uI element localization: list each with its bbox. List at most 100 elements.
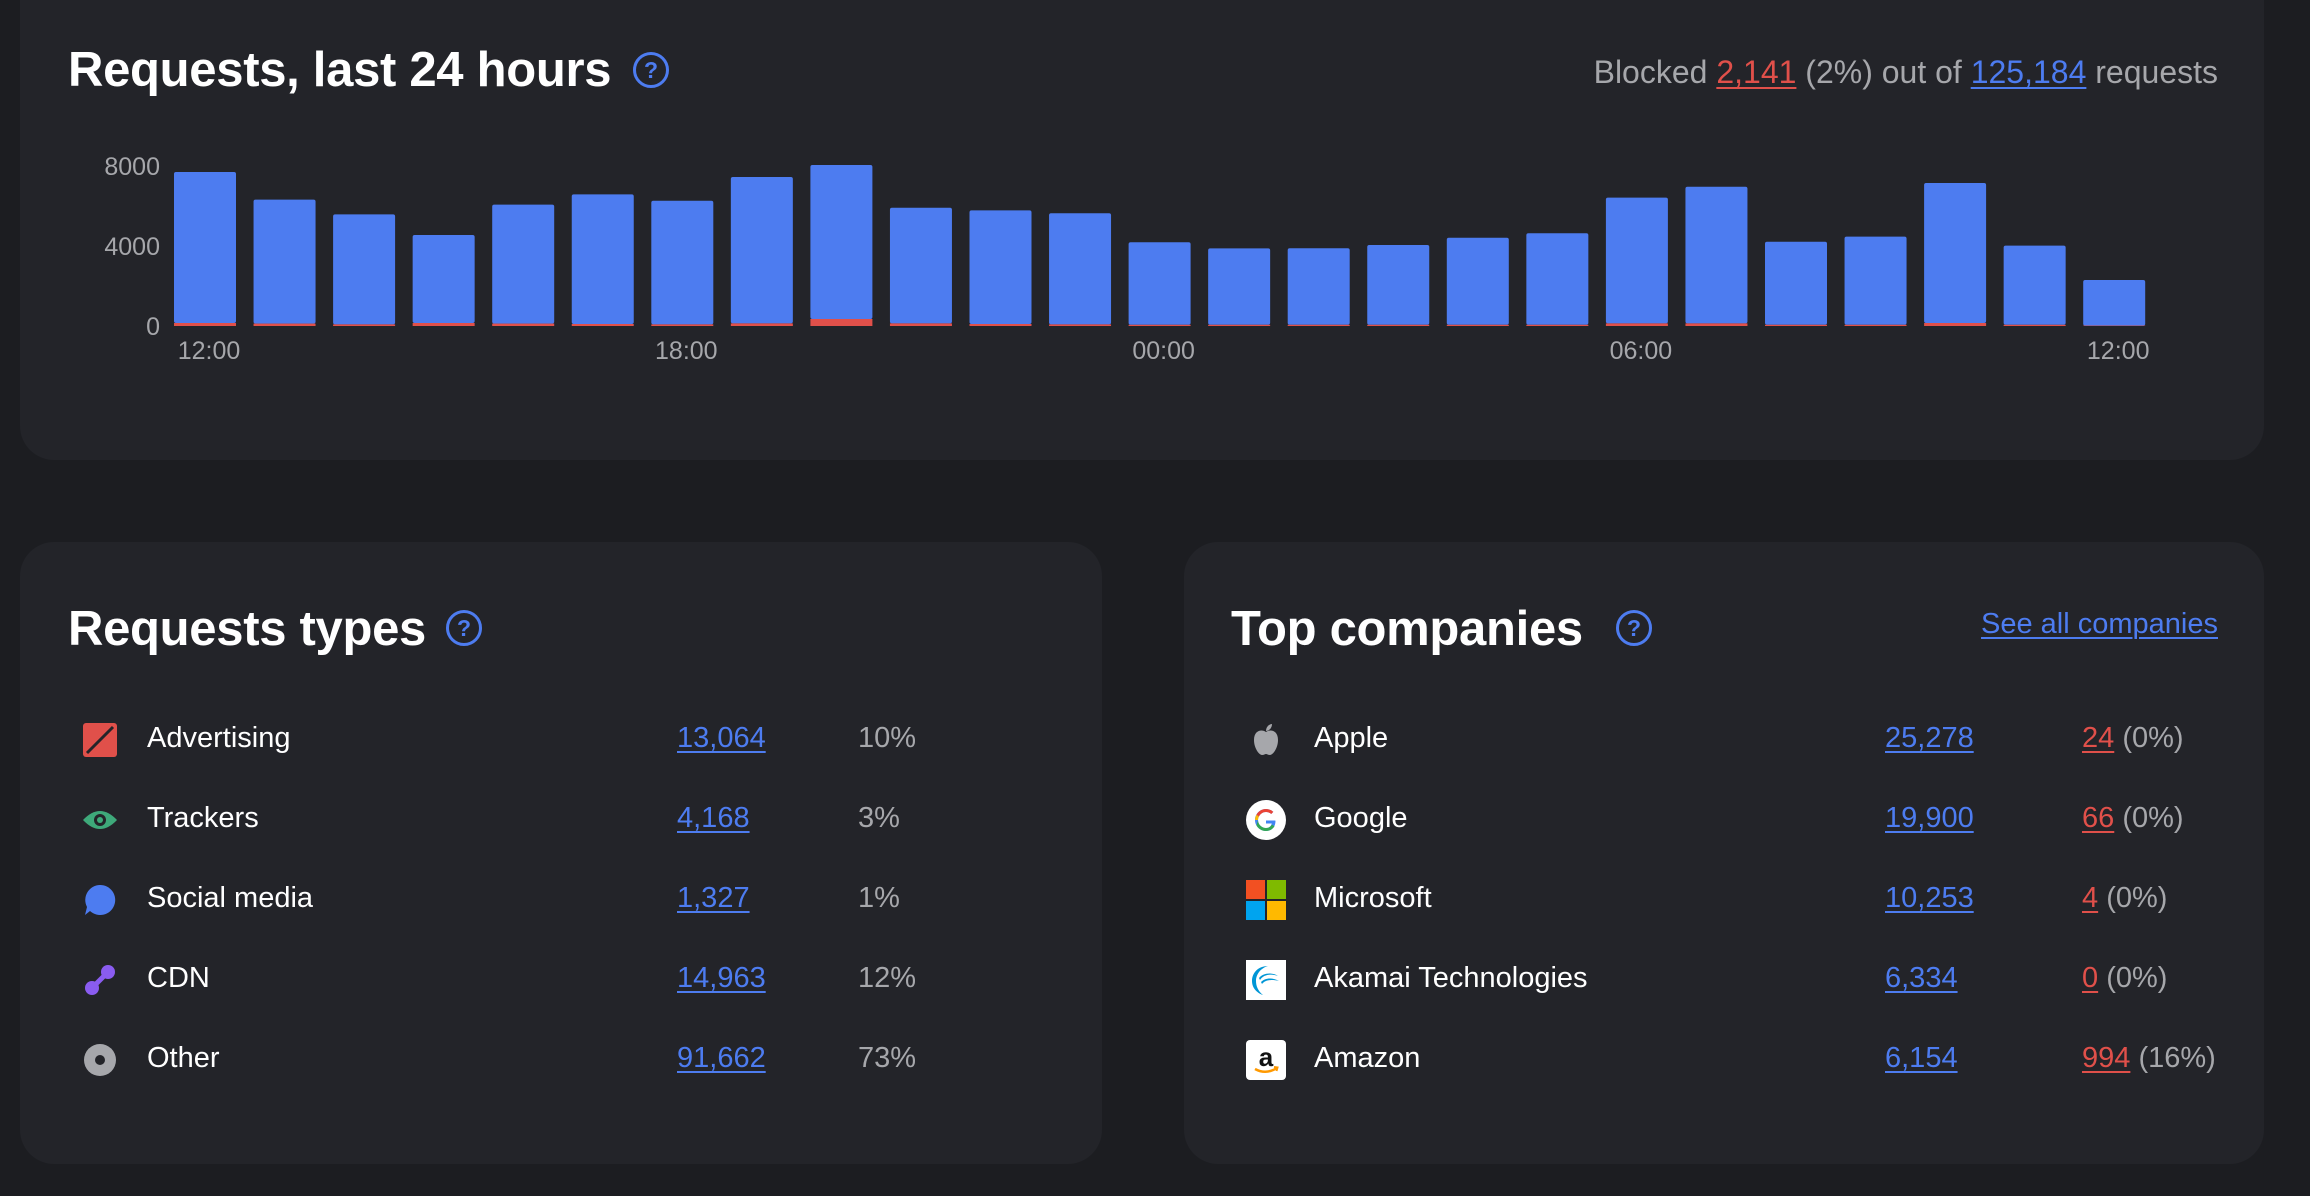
type-row-advertising[interactable]: Advertising 13,064 10% — [78, 718, 1078, 778]
blocked-bar[interactable] — [810, 319, 873, 326]
types-title: Requests types — [68, 602, 426, 656]
blocked-bar[interactable] — [174, 323, 236, 326]
blocked-bar[interactable] — [1208, 324, 1271, 326]
blocked-bar[interactable] — [1367, 324, 1430, 326]
blocked-bar[interactable] — [1765, 324, 1827, 326]
company-blocked-link[interactable]: 0 — [2082, 962, 2099, 994]
y-axis: 0 4000 8000 — [104, 153, 160, 341]
blocked-bar[interactable] — [2003, 324, 2066, 326]
requests-chart-card: Requests, last 24 hours ? Blocked 2,141 … — [20, 0, 2264, 460]
company-count-link[interactable]: 6,154 — [1885, 1042, 1958, 1074]
company-blocked-percent: (0%) — [2106, 882, 2168, 914]
blocked-bar[interactable] — [1446, 324, 1509, 326]
requests-bar[interactable] — [571, 194, 634, 324]
company-row-amazon[interactable]: a Amazon 6,154 994 (16%) — [1244, 1038, 2244, 1098]
company-blocked: 66 (0%) — [2082, 802, 2184, 835]
blocked-bar[interactable] — [730, 323, 793, 326]
type-count-link[interactable]: 14,963 — [677, 962, 766, 994]
requests-bar[interactable] — [1208, 248, 1271, 325]
bars — [174, 165, 2146, 326]
type-count-link[interactable]: 1,327 — [677, 882, 750, 914]
requests-bar[interactable] — [730, 177, 793, 324]
type-row-cdn[interactable]: CDN 14,963 12% — [78, 958, 1078, 1018]
type-row-other[interactable]: Other 91,662 73% — [78, 1038, 1078, 1098]
total-requests-link[interactable]: 125,184 — [1970, 54, 2087, 90]
blocked-bar[interactable] — [1128, 324, 1191, 326]
requests-bar[interactable] — [1446, 237, 1509, 325]
blocked-bar[interactable] — [1844, 324, 1907, 326]
requests-bar[interactable] — [253, 199, 316, 324]
blocked-bar[interactable] — [889, 323, 952, 326]
requests-bar[interactable] — [969, 210, 1032, 324]
requests-bar[interactable] — [1605, 197, 1668, 324]
requests-bar[interactable] — [2083, 280, 2146, 326]
company-blocked-percent: (0%) — [2122, 802, 2184, 834]
blocked-percent: (2%) — [1805, 54, 1873, 90]
company-count-link[interactable]: 10,253 — [1885, 882, 1974, 914]
company-blocked: 994 (16%) — [2082, 1042, 2216, 1075]
company-blocked-percent: (16%) — [2138, 1042, 2216, 1074]
blocked-bar[interactable] — [1287, 324, 1350, 326]
company-row-microsoft[interactable]: Microsoft 10,253 4 (0%) — [1244, 878, 2244, 938]
company-blocked-link[interactable]: 994 — [2082, 1042, 2131, 1074]
requests-bar[interactable] — [1526, 233, 1589, 325]
company-blocked-link[interactable]: 4 — [2082, 882, 2099, 914]
requests-bar[interactable] — [810, 165, 873, 319]
type-row-social-media[interactable]: Social media 1,327 1% — [78, 878, 1078, 938]
type-row-trackers[interactable]: Trackers 4,168 3% — [78, 798, 1078, 858]
companies-help-icon[interactable]: ? — [1616, 610, 1652, 646]
requests-bar[interactable] — [651, 200, 714, 325]
type-count-link[interactable]: 13,064 — [677, 722, 766, 754]
blocked-bar[interactable] — [492, 323, 555, 326]
company-blocked: 0 (0%) — [2082, 962, 2167, 995]
company-count-link[interactable]: 25,278 — [1885, 722, 1974, 754]
company-count-link[interactable]: 6,334 — [1885, 962, 1958, 994]
blocked-bar[interactable] — [412, 323, 475, 326]
requests-bar[interactable] — [174, 172, 236, 323]
company-label: Microsoft — [1314, 882, 1432, 914]
requests-bar[interactable] — [1128, 242, 1191, 325]
company-blocked-link[interactable]: 24 — [2082, 722, 2115, 754]
company-count-link[interactable]: 19,900 — [1885, 802, 1974, 834]
chart-help-icon[interactable]: ? — [633, 52, 669, 88]
x-tick-label: 12:00 — [2087, 337, 2150, 365]
requests-bar[interactable] — [412, 235, 475, 323]
requests-bar[interactable] — [1049, 213, 1112, 325]
requests-bar[interactable] — [1765, 241, 1827, 325]
type-count-link[interactable]: 4,168 — [677, 802, 750, 834]
blocked-bar[interactable] — [651, 324, 714, 326]
requests-bar[interactable] — [2003, 245, 2066, 325]
blocked-bar[interactable] — [1605, 323, 1668, 326]
blocked-bar[interactable] — [333, 324, 396, 326]
trackers-icon — [78, 798, 122, 842]
company-row-apple[interactable]: Apple 25,278 24 (0%) — [1244, 718, 2244, 778]
company-blocked-link[interactable]: 66 — [2082, 802, 2115, 834]
requests-bar[interactable] — [1685, 186, 1748, 324]
blocked-bar[interactable] — [571, 324, 634, 326]
requests-bar[interactable] — [1844, 236, 1907, 325]
requests-bar[interactable] — [1367, 245, 1430, 325]
type-percent: 10% — [858, 722, 917, 754]
see-all-companies-link[interactable]: See all companies — [1981, 608, 2218, 640]
blocked-bar[interactable] — [1526, 324, 1589, 326]
blocked-bar[interactable] — [969, 324, 1032, 326]
y-tick-label: 8000 — [104, 153, 160, 181]
requests-bar[interactable] — [1924, 183, 1987, 323]
blocked-bar[interactable] — [253, 323, 316, 326]
requests-bar-chart: 0 4000 8000 12:00 18:00 00:00 06:00 12:00 — [104, 153, 2150, 365]
requests-bar[interactable] — [333, 214, 396, 325]
blocked-bar[interactable] — [1049, 324, 1112, 326]
company-row-akamai[interactable]: Akamai Technologies 6,334 0 (0%) — [1244, 958, 2244, 1018]
company-blocked-percent: (0%) — [2122, 722, 2184, 754]
blocked-bar[interactable] — [1685, 323, 1748, 326]
type-count-link[interactable]: 91,662 — [677, 1042, 766, 1074]
types-help-icon[interactable]: ? — [446, 610, 482, 646]
company-row-google[interactable]: Google 19,900 66 (0%) — [1244, 798, 2244, 858]
x-tick-label: 18:00 — [655, 337, 718, 365]
requests-bar[interactable] — [889, 207, 952, 324]
blocked-count-link[interactable]: 2,141 — [1716, 54, 1797, 90]
blocked-bar[interactable] — [1924, 323, 1987, 326]
requests-bar[interactable] — [1287, 248, 1350, 325]
company-blocked: 24 (0%) — [2082, 722, 2184, 755]
requests-bar[interactable] — [492, 204, 555, 324]
